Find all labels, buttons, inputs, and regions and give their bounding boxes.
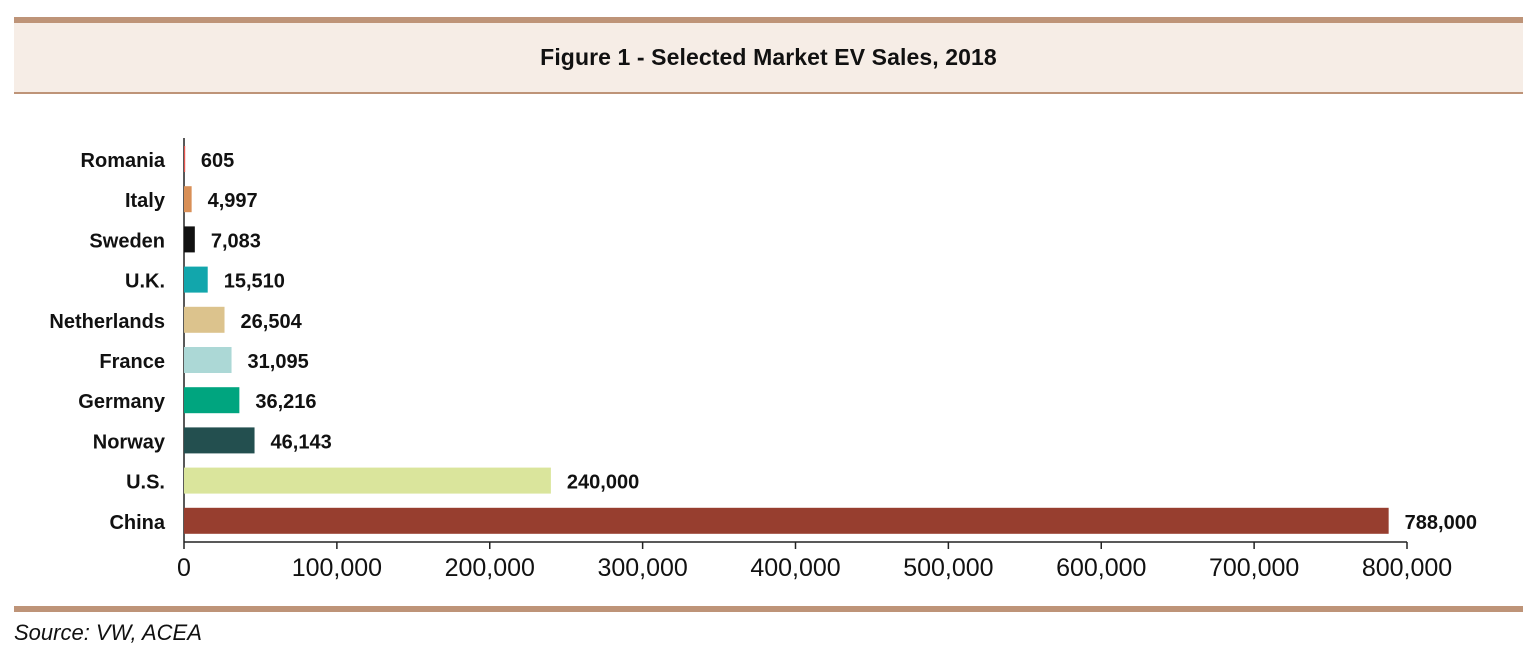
source-note: Source: VW, ACEA <box>14 620 202 645</box>
category-label: Romania <box>81 150 166 172</box>
bar-romania <box>184 146 186 172</box>
bar-u-s <box>184 467 551 494</box>
category-label: Italy <box>125 190 166 212</box>
x-tick-label: 200,000 <box>445 554 535 582</box>
bar-china <box>184 507 1389 534</box>
value-label: 4,997 <box>208 190 258 212</box>
bar-sweden <box>184 226 195 253</box>
x-tick-label: 800,000 <box>1362 554 1452 582</box>
x-tick-label: 0 <box>177 554 191 582</box>
value-label: 31,095 <box>248 351 309 373</box>
category-label: China <box>109 512 165 534</box>
bar-france <box>184 347 232 373</box>
bar-u-k <box>184 266 208 293</box>
bar-italy <box>184 186 192 213</box>
category-label: Netherlands <box>49 311 165 333</box>
value-label: 240,000 <box>567 472 639 494</box>
category-label: U.K. <box>125 271 165 293</box>
x-tick-label: 300,000 <box>597 554 687 582</box>
title-band: Figure 1 - Selected Market EV Sales, 201… <box>14 23 1523 94</box>
category-label: Norway <box>93 431 166 453</box>
title-top-rule <box>14 17 1523 23</box>
x-tick-label: 100,000 <box>292 554 382 582</box>
bar-norway <box>184 427 255 454</box>
category-label: Germany <box>78 391 166 413</box>
x-tick-label: 600,000 <box>1056 554 1146 582</box>
category-label: France <box>99 351 165 373</box>
value-label: 26,504 <box>241 311 303 333</box>
x-tick-label: 700,000 <box>1209 554 1299 582</box>
value-label: 788,000 <box>1405 512 1477 534</box>
bottom-rule <box>14 606 1523 612</box>
x-tick-label: 500,000 <box>903 554 993 582</box>
bar-netherlands <box>184 306 225 333</box>
value-label: 46,143 <box>271 431 332 453</box>
category-label: U.S. <box>126 472 165 494</box>
value-label: 7,083 <box>211 230 261 252</box>
category-label: Sweden <box>89 230 165 252</box>
x-tick-label: 400,000 <box>750 554 840 582</box>
value-label: 605 <box>201 150 234 172</box>
bar-germany <box>184 387 240 414</box>
chart-title: Figure 1 - Selected Market EV Sales, 201… <box>540 44 997 70</box>
value-label: 15,510 <box>224 271 285 293</box>
value-label: 36,216 <box>255 391 316 413</box>
